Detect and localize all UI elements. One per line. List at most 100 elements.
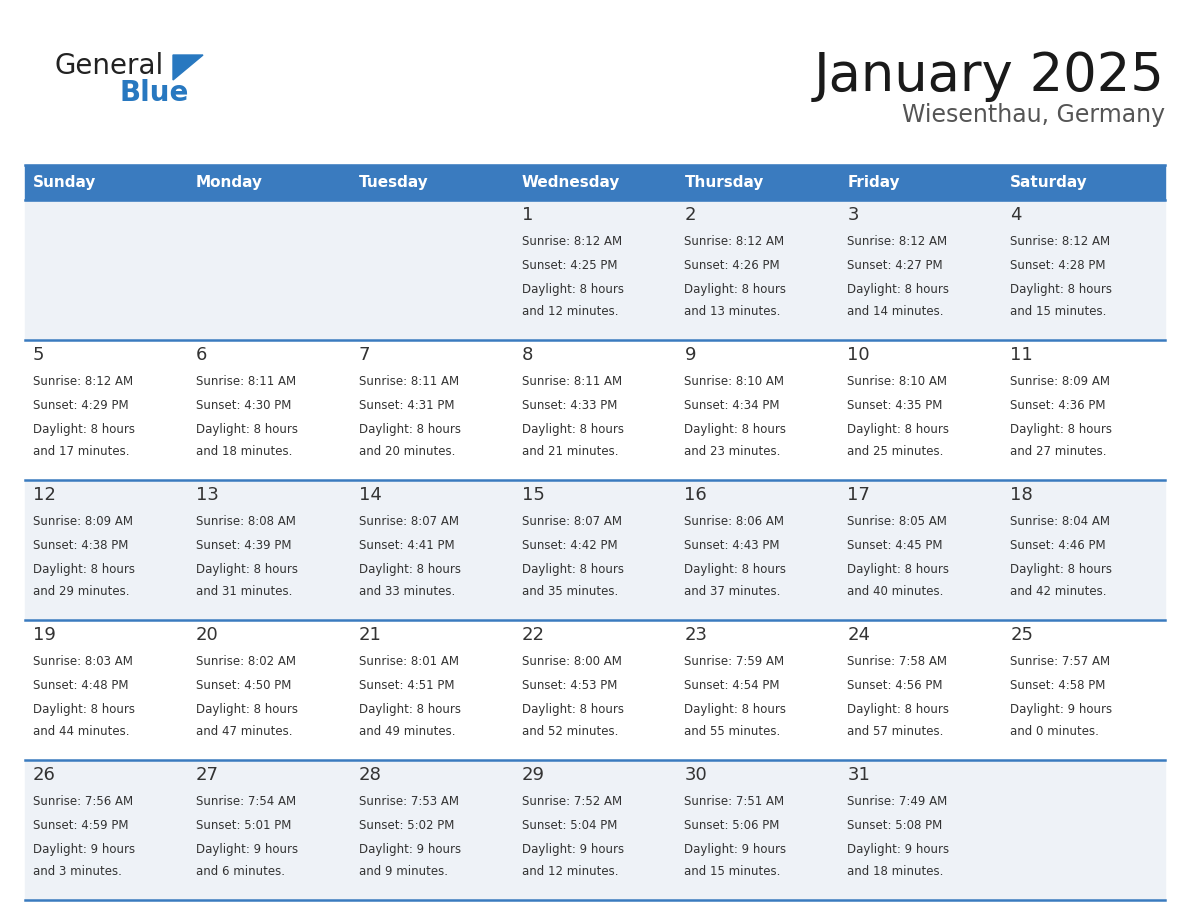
Text: 16: 16 (684, 486, 707, 504)
Bar (25, 620, 188, 760)
Bar (513, 340, 676, 480)
Text: Daylight: 8 hours: Daylight: 8 hours (33, 423, 135, 436)
Bar (839, 165, 1003, 200)
Text: Sunset: 4:31 PM: Sunset: 4:31 PM (359, 399, 454, 412)
Text: Sunset: 4:34 PM: Sunset: 4:34 PM (684, 399, 781, 412)
Text: Daylight: 9 hours: Daylight: 9 hours (359, 843, 461, 856)
Text: Sunset: 4:43 PM: Sunset: 4:43 PM (684, 539, 781, 552)
Text: Wiesenthau, Germany: Wiesenthau, Germany (902, 103, 1165, 127)
Bar (676, 200, 839, 340)
Text: and 27 minutes.: and 27 minutes. (1010, 444, 1107, 458)
Text: and 13 minutes.: and 13 minutes. (684, 305, 781, 318)
Text: Sunrise: 8:12 AM: Sunrise: 8:12 AM (684, 235, 784, 248)
Text: 1: 1 (522, 206, 533, 224)
Text: 17: 17 (847, 486, 870, 504)
Bar (513, 760, 676, 900)
Text: 2: 2 (684, 206, 696, 224)
Text: Daylight: 8 hours: Daylight: 8 hours (359, 423, 461, 436)
Text: Sunrise: 7:58 AM: Sunrise: 7:58 AM (847, 655, 947, 668)
Text: Sunrise: 7:57 AM: Sunrise: 7:57 AM (1010, 655, 1111, 668)
Bar (676, 340, 839, 480)
Text: Sunset: 4:25 PM: Sunset: 4:25 PM (522, 259, 617, 272)
Bar (350, 165, 513, 200)
Polygon shape (173, 55, 203, 80)
Text: Sunset: 4:58 PM: Sunset: 4:58 PM (1010, 679, 1106, 692)
Text: 30: 30 (684, 766, 707, 784)
Text: Sunrise: 8:11 AM: Sunrise: 8:11 AM (359, 375, 459, 388)
Text: 19: 19 (33, 626, 56, 644)
Text: and 12 minutes.: and 12 minutes. (522, 865, 618, 878)
Text: 26: 26 (33, 766, 56, 784)
Text: and 17 minutes.: and 17 minutes. (33, 444, 129, 458)
Text: Monday: Monday (196, 175, 263, 190)
Text: 25: 25 (1010, 626, 1034, 644)
Text: Daylight: 8 hours: Daylight: 8 hours (196, 563, 298, 576)
Bar (350, 760, 513, 900)
Text: and 40 minutes.: and 40 minutes. (847, 585, 943, 598)
Text: Daylight: 8 hours: Daylight: 8 hours (522, 703, 624, 716)
Text: Sunrise: 8:05 AM: Sunrise: 8:05 AM (847, 515, 947, 528)
Bar (513, 165, 676, 200)
Text: Daylight: 8 hours: Daylight: 8 hours (1010, 563, 1112, 576)
Bar (839, 480, 1003, 620)
Bar (188, 760, 350, 900)
Text: 23: 23 (684, 626, 707, 644)
Text: Daylight: 8 hours: Daylight: 8 hours (847, 703, 949, 716)
Text: Sunset: 4:27 PM: Sunset: 4:27 PM (847, 259, 943, 272)
Text: Sunset: 5:04 PM: Sunset: 5:04 PM (522, 819, 617, 832)
Text: Tuesday: Tuesday (359, 175, 429, 190)
Text: Sunset: 4:38 PM: Sunset: 4:38 PM (33, 539, 128, 552)
Bar (1003, 340, 1165, 480)
Text: and 35 minutes.: and 35 minutes. (522, 585, 618, 598)
Bar (676, 620, 839, 760)
Bar (188, 480, 350, 620)
Text: Sunrise: 8:11 AM: Sunrise: 8:11 AM (196, 375, 296, 388)
Text: 13: 13 (196, 486, 219, 504)
Text: and 44 minutes.: and 44 minutes. (33, 724, 129, 738)
Bar (25, 200, 188, 340)
Text: Sunset: 4:54 PM: Sunset: 4:54 PM (684, 679, 781, 692)
Text: Daylight: 9 hours: Daylight: 9 hours (1010, 703, 1112, 716)
Text: Daylight: 8 hours: Daylight: 8 hours (522, 283, 624, 296)
Text: and 33 minutes.: and 33 minutes. (359, 585, 455, 598)
Text: Sunrise: 8:09 AM: Sunrise: 8:09 AM (33, 515, 133, 528)
Bar (25, 760, 188, 900)
Text: Sunrise: 8:12 AM: Sunrise: 8:12 AM (522, 235, 621, 248)
Text: Sunrise: 8:11 AM: Sunrise: 8:11 AM (522, 375, 621, 388)
Text: Sunset: 4:51 PM: Sunset: 4:51 PM (359, 679, 454, 692)
Text: Thursday: Thursday (684, 175, 764, 190)
Text: Sunset: 5:06 PM: Sunset: 5:06 PM (684, 819, 779, 832)
Text: Daylight: 9 hours: Daylight: 9 hours (522, 843, 624, 856)
Text: and 31 minutes.: and 31 minutes. (196, 585, 292, 598)
Text: Sunrise: 8:00 AM: Sunrise: 8:00 AM (522, 655, 621, 668)
Text: and 14 minutes.: and 14 minutes. (847, 305, 943, 318)
Bar (676, 480, 839, 620)
Text: 20: 20 (196, 626, 219, 644)
Text: Sunset: 4:56 PM: Sunset: 4:56 PM (847, 679, 943, 692)
Text: Sunrise: 8:08 AM: Sunrise: 8:08 AM (196, 515, 296, 528)
Text: Sunset: 4:35 PM: Sunset: 4:35 PM (847, 399, 942, 412)
Bar (676, 165, 839, 200)
Bar (839, 620, 1003, 760)
Text: 11: 11 (1010, 346, 1032, 364)
Text: Sunset: 4:59 PM: Sunset: 4:59 PM (33, 819, 128, 832)
Text: and 3 minutes.: and 3 minutes. (33, 865, 122, 878)
Text: 5: 5 (33, 346, 44, 364)
Bar (188, 165, 350, 200)
Text: Daylight: 8 hours: Daylight: 8 hours (847, 563, 949, 576)
Text: Sunday: Sunday (33, 175, 96, 190)
Text: Sunrise: 7:53 AM: Sunrise: 7:53 AM (359, 795, 459, 808)
Text: 28: 28 (359, 766, 381, 784)
Text: 27: 27 (196, 766, 219, 784)
Bar (676, 760, 839, 900)
Text: Daylight: 9 hours: Daylight: 9 hours (33, 843, 135, 856)
Text: Sunrise: 8:09 AM: Sunrise: 8:09 AM (1010, 375, 1110, 388)
Bar (25, 340, 188, 480)
Text: Sunset: 5:08 PM: Sunset: 5:08 PM (847, 819, 942, 832)
Bar (350, 200, 513, 340)
Text: and 20 minutes.: and 20 minutes. (359, 444, 455, 458)
Text: Sunset: 4:33 PM: Sunset: 4:33 PM (522, 399, 617, 412)
Text: Daylight: 8 hours: Daylight: 8 hours (33, 563, 135, 576)
Text: Sunset: 4:29 PM: Sunset: 4:29 PM (33, 399, 128, 412)
Text: Sunrise: 8:02 AM: Sunrise: 8:02 AM (196, 655, 296, 668)
